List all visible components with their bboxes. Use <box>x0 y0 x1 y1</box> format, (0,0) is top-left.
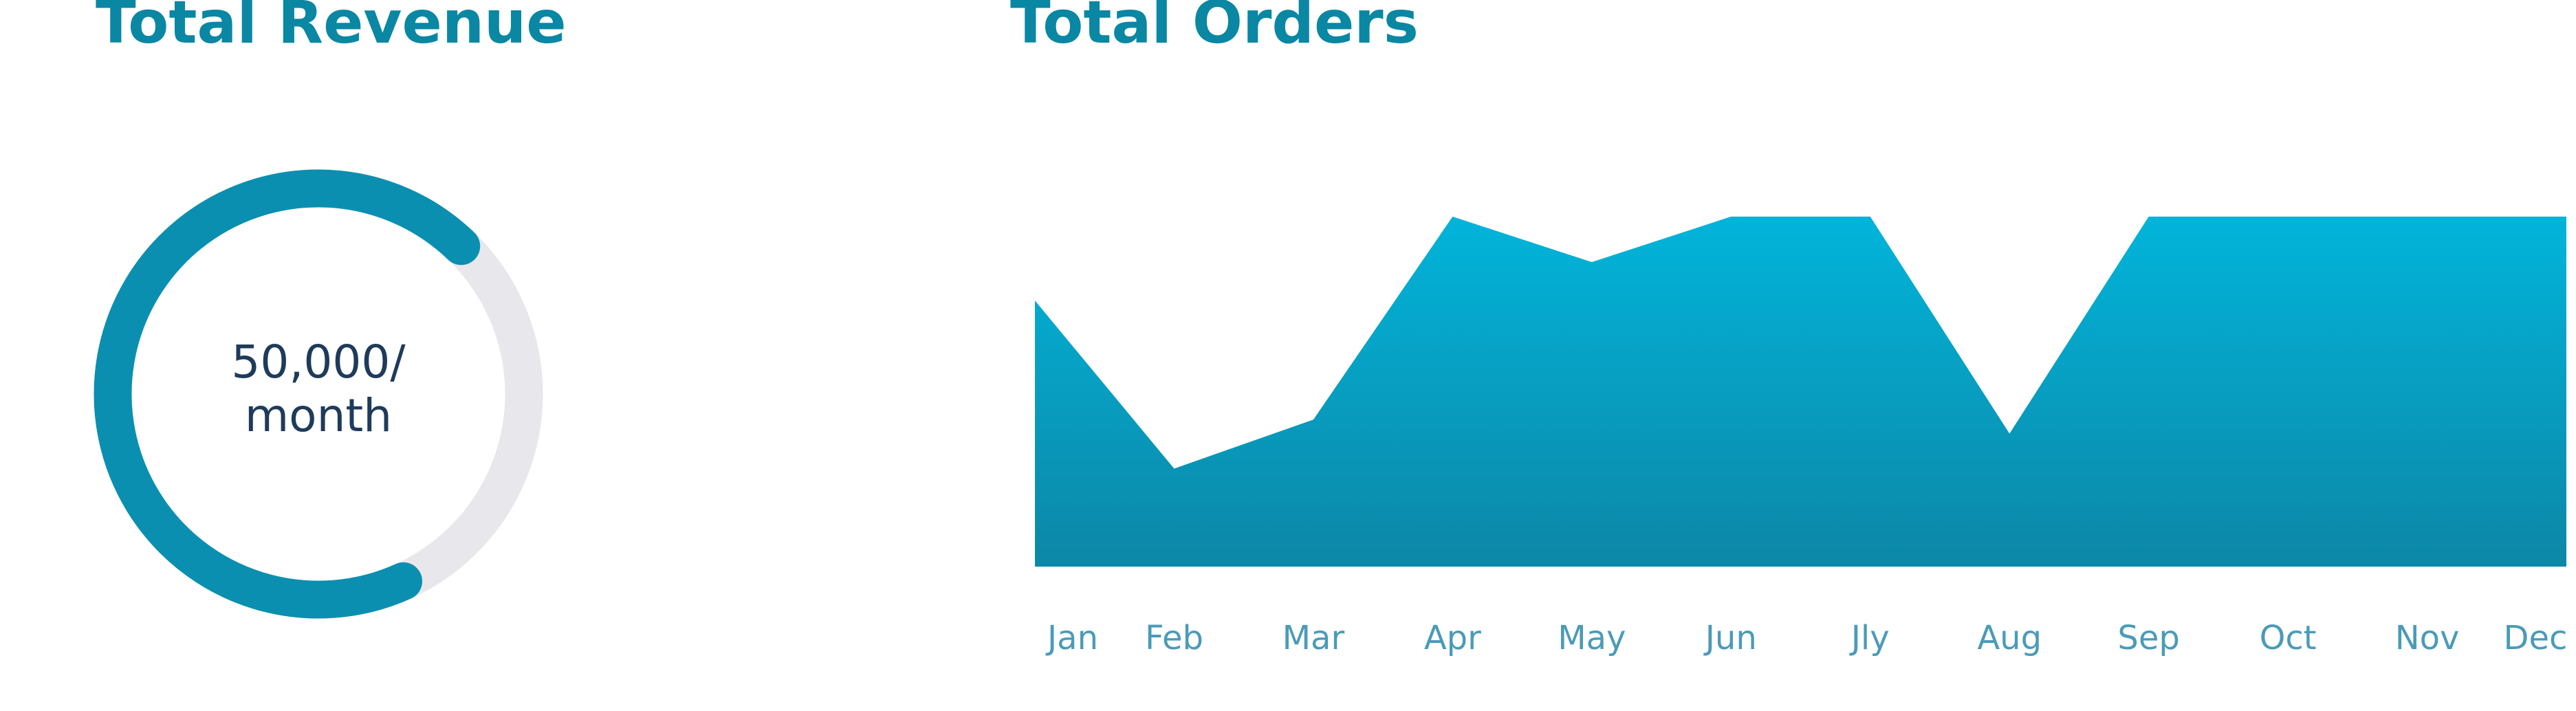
x-tick-label: Nov <box>2395 619 2460 657</box>
x-tick-label: Feb <box>1145 619 1203 657</box>
gauge-arc <box>94 169 481 619</box>
x-tick-label: Jly <box>1849 619 1890 657</box>
x-tick-label: Sep <box>2117 619 2179 657</box>
x-tick-label: Aug <box>1977 619 2042 657</box>
x-tick-label: Jun <box>1703 619 1757 657</box>
x-tick-label: May <box>1558 619 1626 657</box>
x-tick-label: Jan <box>1045 619 1098 657</box>
x-tick-label: Dec <box>2504 619 2568 657</box>
x-tick-label: Apr <box>1424 619 1481 657</box>
orders-title: Total Orders <box>1010 0 1419 57</box>
area <box>1035 217 2566 567</box>
gauge-center-label: month <box>245 389 392 442</box>
gauge-center-label: 50,000/ <box>231 336 406 389</box>
x-tick-label: Oct <box>2260 619 2317 657</box>
revenue-title: Total Revenue <box>96 0 567 57</box>
x-tick-label: Mar <box>1282 619 1345 657</box>
